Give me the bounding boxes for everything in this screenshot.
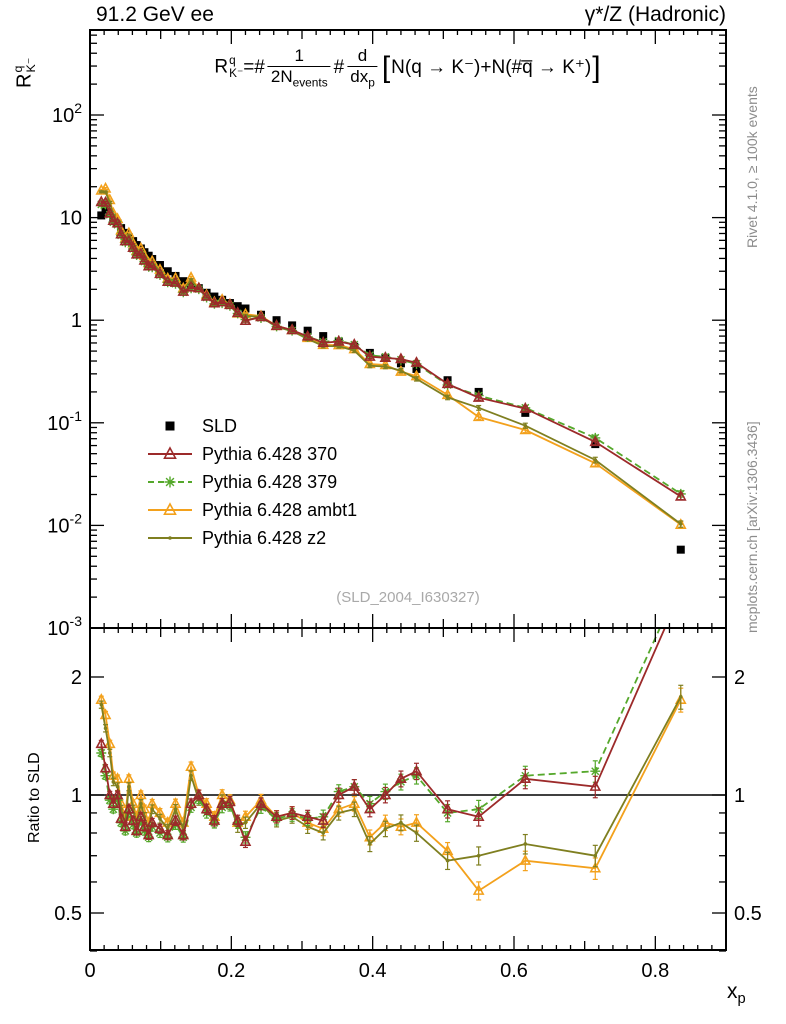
legend-label-pythia-379: Pythia 6.428 379	[202, 471, 338, 492]
legend: SLD Pythia 6.428 370 Pythia 6.428 379 Py…	[146, 412, 357, 552]
legend-marker-sld	[146, 416, 194, 436]
ratio-tick-label-left: 2	[71, 667, 82, 689]
legend-item-pythia-379: Pythia 6.428 379	[146, 468, 357, 496]
formula-body: N(q → K⁻)+N(#q̅ → K⁺)	[391, 57, 592, 79]
y-tick-label: 10-3	[47, 613, 82, 640]
ratio-panel-frame	[89, 627, 727, 951]
legend-item-pythia-370: Pythia 6.428 370	[146, 440, 357, 468]
legend-label-pythia-z2: Pythia 6.428 z2	[202, 527, 327, 548]
y-tick-label: 10	[60, 208, 82, 230]
formula-fraction-1: 1 2Nevents	[267, 46, 331, 90]
ratio-tick-label-right: 2	[734, 667, 745, 689]
legend-item-pythia-ambt1: Pythia 6.428 ambt1	[146, 496, 357, 524]
y-tick-label: 102	[52, 100, 82, 127]
formula-hash: #	[333, 56, 345, 78]
mcplots-credit-text: mcplots.cern.ch [arXiv:1306.3436]	[744, 421, 760, 633]
ratio-tick-label-left: 0.5	[54, 903, 82, 925]
y-tick-label: 10-1	[47, 408, 82, 435]
x-tick-label: 0.8	[641, 960, 669, 982]
legend-item-sld: SLD	[146, 412, 357, 440]
process-label: γ*/Z (Hadronic)	[584, 3, 726, 26]
legend-item-pythia-z2: Pythia 6.428 z2	[146, 524, 357, 552]
y-tick-label: 1	[71, 310, 82, 332]
legend-label-pythia-370: Pythia 6.428 370	[202, 443, 338, 464]
main-panel-series	[95, 181, 687, 554]
analysis-id-watermark: (SLD_2004_I630327)	[336, 589, 480, 606]
beam-energy-label: 91.2 GeV ee	[96, 3, 214, 26]
formula-open-bracket: [	[381, 50, 391, 84]
legend-label-sld: SLD	[202, 415, 238, 436]
ratio-panel-series	[90, 628, 726, 901]
ratio-axis-label: Ratio to SLD	[26, 752, 43, 843]
legend-marker-pythia-ambt1	[146, 500, 194, 520]
formula-close-bracket: ]	[592, 50, 601, 84]
rivet-version-text: Rivet 4.1.0, ≥ 100k events	[744, 86, 760, 248]
legend-label-pythia-ambt1: Pythia 6.428 ambt1	[202, 499, 358, 520]
legend-marker-pythia-379	[146, 472, 194, 492]
formula-fraction-2: d dxp	[347, 46, 378, 90]
formula-equals: =#	[243, 56, 265, 78]
ratio-tick-label-right: 0.5	[734, 903, 762, 925]
ratio-tick-label-left: 1	[71, 785, 82, 807]
x-tick-label: 0.2	[217, 960, 245, 982]
ratio-tick-label-right: 1	[734, 785, 745, 807]
y-tick-label: 10-2	[47, 510, 82, 537]
legend-marker-pythia-370	[146, 444, 194, 464]
legend-marker-pythia-z2	[146, 528, 194, 548]
x-axis-label: xp	[727, 980, 746, 1008]
x-tick-label: 0.4	[359, 960, 387, 982]
x-tick-label: 0	[84, 960, 95, 982]
x-tick-label: 0.6	[500, 960, 528, 982]
